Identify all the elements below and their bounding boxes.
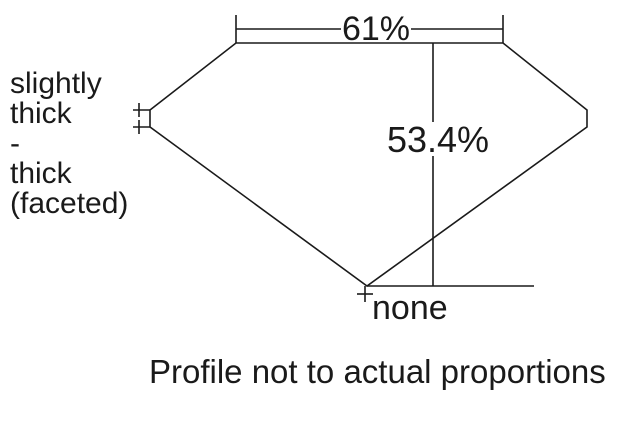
girdle-label-line: thick [10,157,73,190]
depth-dimension: 53.4% [387,43,489,286]
table-width-dimension: 61% [235,10,504,48]
girdle-label-line: - [10,127,20,160]
footnote: Profile not to actual proportions [149,353,606,390]
girdle-thickness-marks [133,103,150,134]
girdle-label: slightly thick - thick (faceted) [10,67,128,220]
table-width-label: 61% [342,10,410,48]
girdle-label-line: slightly [10,67,102,100]
girdle-label-line: thick [10,97,73,130]
girdle-label-line: (faceted) [10,187,128,220]
depth-label: 53.4% [387,119,489,160]
culet-label: none [372,289,448,327]
culet-marker: none [357,285,534,327]
diamond-outline [149,42,588,287]
